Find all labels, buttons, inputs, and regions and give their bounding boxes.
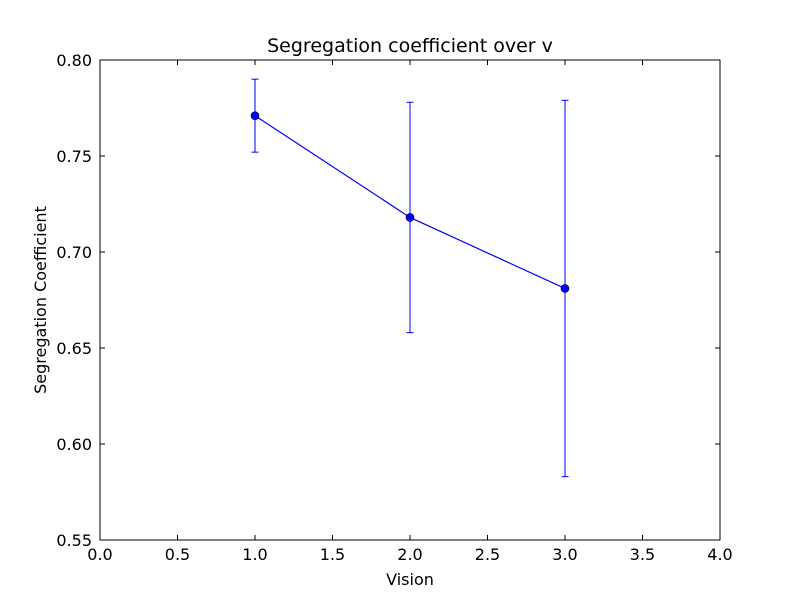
x-tick-label: 0.5 xyxy=(165,545,190,564)
plot-area: 0.0 0.5 1.0 1.5 2.0 2.5 3.0 3.5 4.0 0.55 0.60 0.65 0… xyxy=(56,51,732,564)
x-axis-label: Vision xyxy=(386,570,434,589)
x-tick-label: 1.0 xyxy=(242,545,267,564)
x-tick-label: 3.5 xyxy=(630,545,655,564)
x-tick-label: 4.0 xyxy=(707,545,732,564)
data-point xyxy=(560,284,570,293)
x-tick-label: 2.0 xyxy=(397,545,422,564)
y-tick-label: 0.55 xyxy=(56,531,92,550)
x-tick-label: 3.0 xyxy=(552,545,577,564)
chart-title: Segregation coefficient over v xyxy=(267,35,553,57)
y-tick-label: 0.75 xyxy=(56,147,92,166)
x-tick-label: 1.5 xyxy=(320,545,345,564)
x-tick-label: 0.0 xyxy=(87,545,112,564)
data-point xyxy=(405,213,415,222)
data-point xyxy=(250,111,260,120)
y-axis-label: Segregation Coefficient xyxy=(31,206,50,394)
x-tick-label: 2.5 xyxy=(475,545,500,564)
y-tick-label: 0.60 xyxy=(56,435,92,454)
y-tick-label: 0.65 xyxy=(56,339,92,358)
y-tick-label: 0.80 xyxy=(56,51,92,70)
y-tick-label: 0.70 xyxy=(56,243,92,262)
